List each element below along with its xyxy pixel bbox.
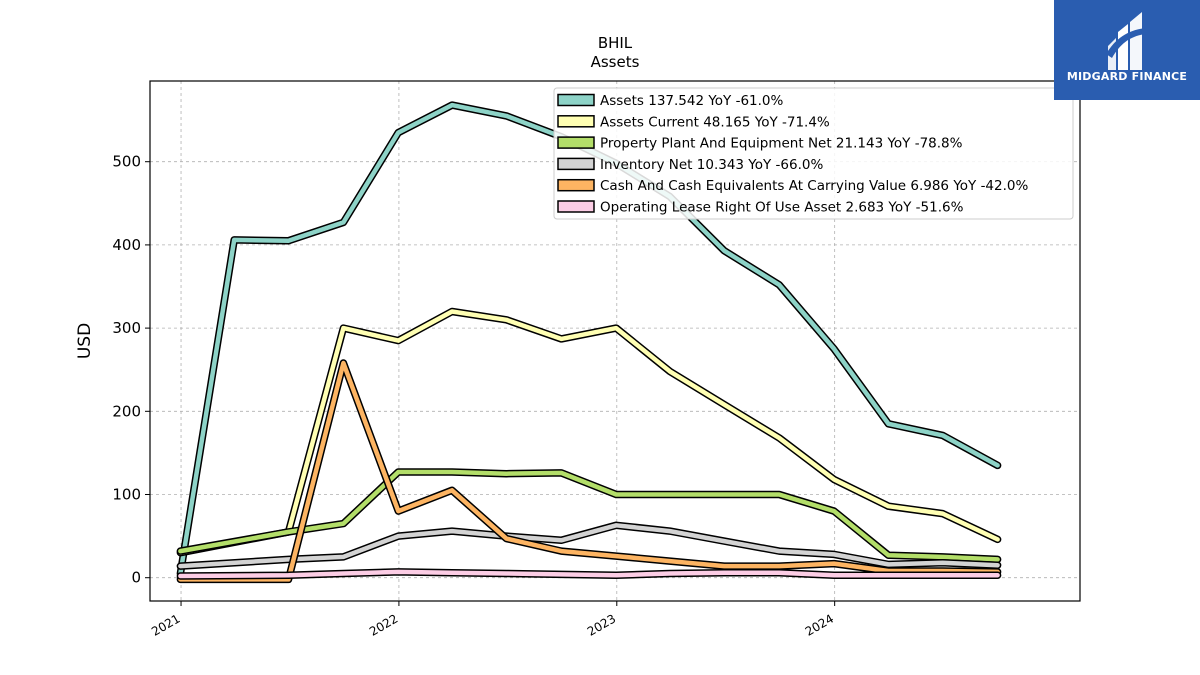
series-line-5 [176,568,1002,580]
series-stroke [178,569,1000,579]
y-tick-label: 300 [112,319,141,337]
legend-entry: Property Plant And Equipment Net 21.143 … [600,136,963,152]
legend-swatch [557,115,595,128]
legend-entry: Inventory Net 10.343 YoY -66.0% [600,157,823,173]
legend-entry: Cash And Cash Equivalents At Carrying Va… [600,178,1028,194]
brand-logo: MIDGARD FINANCE [1054,0,1200,100]
x-tick-label: 2021 [149,611,182,638]
x-tick-label: 2022 [367,611,400,638]
series-stroke [178,469,1000,562]
chart-title: BHIL [598,34,633,52]
y-axis-label: USD [75,323,95,359]
y-tick-label: 100 [112,486,141,504]
y-tick-label: 400 [112,236,141,254]
series-line-3 [176,521,1002,570]
legend: Assets 137.542 YoY -61.0% Assets Current … [553,87,1074,220]
series-line-2 [176,468,1002,564]
legend-box [553,87,1074,220]
brand-name: MIDGARD FINANCE [1066,70,1188,83]
series-stroke [178,523,1000,569]
y-tick-label: 500 [112,153,141,171]
series-line-1 [176,307,1002,557]
legend-entry: Operating Lease Right Of Use Asset 2.683… [600,200,964,216]
series-line-4 [176,359,1002,584]
legend-entry: Assets Current 48.165 YoY -71.4% [600,114,830,130]
y-tick-label: 200 [112,402,141,420]
legend-swatch [557,178,595,192]
legend-swatch [557,200,595,213]
brand-mark-icon [1106,12,1146,70]
legend-swatch [557,93,595,107]
x-tick-label: 2024 [803,611,836,638]
series-stroke [178,360,1000,582]
series-stroke [178,309,1000,555]
series-lines [176,101,1002,584]
legend-swatch [557,157,595,171]
x-tick-label: 2023 [585,611,618,638]
legend-entry: Assets 137.542 YoY -61.0% [600,93,784,109]
y-tick-label: 0 [131,569,141,587]
legend-swatch [557,136,595,149]
plot-frame [149,80,1081,602]
chart-subtitle: Assets [591,53,640,71]
